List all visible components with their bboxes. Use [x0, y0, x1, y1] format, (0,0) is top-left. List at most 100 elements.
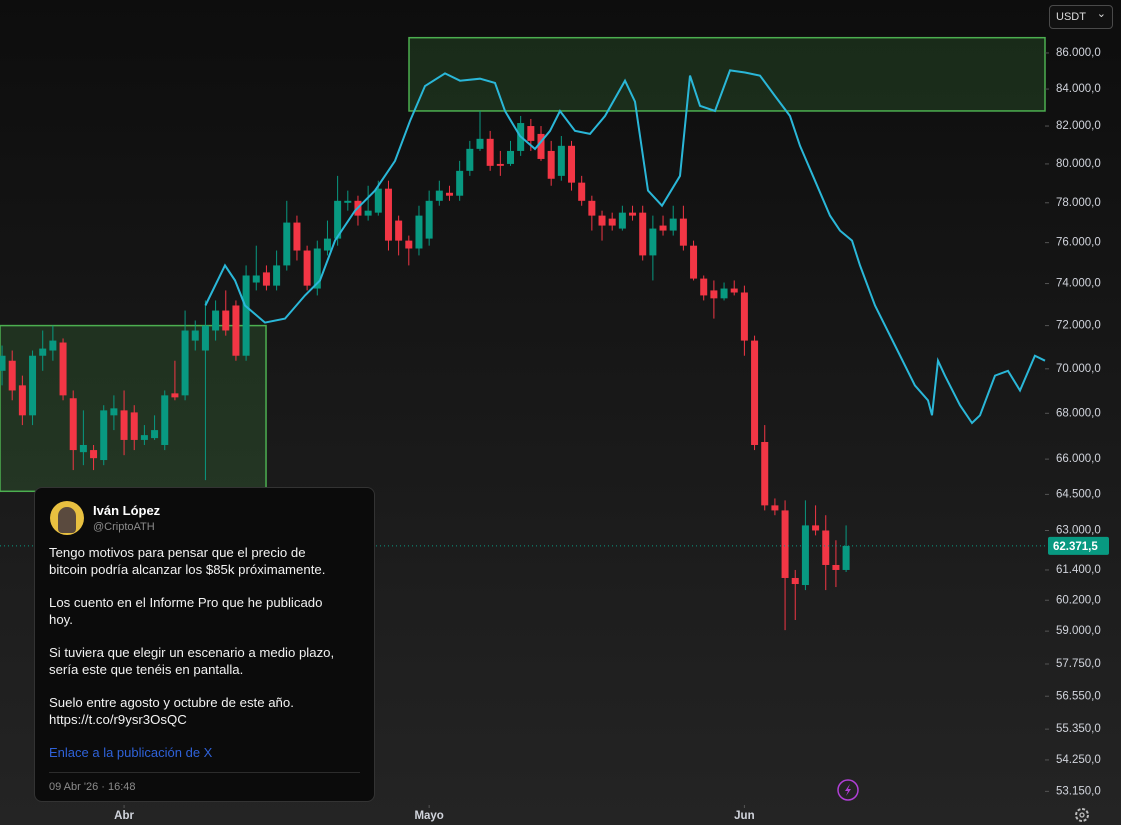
candle-body — [496, 163, 504, 166]
candle-body — [740, 292, 748, 341]
post-link[interactable]: Enlace a la publicación de X — [49, 745, 213, 760]
candle-body — [364, 210, 372, 216]
candle-body — [557, 145, 565, 176]
candle-body — [578, 182, 586, 201]
last-price-box — [1048, 536, 1109, 555]
y-tick-label: 74.000,0 — [1056, 278, 1101, 290]
candle-body — [69, 398, 77, 451]
candle-body — [659, 225, 667, 231]
y-tick-label: 78.000,0 — [1056, 197, 1101, 209]
text-line: Si tuviera que elegir un escenario a med… — [49, 645, 335, 660]
candle-body — [445, 192, 453, 196]
paragraph: Tengo motivos para pensar que el precio … — [49, 544, 369, 578]
y-tick-label: 76.000,0 — [1056, 237, 1101, 249]
candle-body — [273, 265, 281, 286]
y-tick-label: 82.000,0 — [1056, 120, 1101, 132]
candle-body — [608, 218, 616, 226]
candle-body — [344, 200, 352, 203]
divider — [49, 772, 360, 773]
y-tick-label: 56.550,0 — [1056, 690, 1101, 702]
handle: @CriptoATH — [93, 521, 155, 533]
candle-body — [130, 412, 138, 440]
candle-body — [0, 355, 6, 371]
y-tick-label: 66.000,0 — [1056, 453, 1101, 465]
candle-body — [435, 190, 443, 201]
candle-body — [547, 150, 555, 179]
candle-body — [90, 450, 98, 459]
candle-body — [629, 212, 637, 216]
candle-body — [751, 340, 759, 445]
candle-body — [29, 355, 37, 416]
y-tick-label: 59.000,0 — [1056, 625, 1101, 637]
candle-body — [425, 200, 433, 239]
candle-body — [669, 218, 677, 231]
candle-body — [59, 342, 67, 396]
candle-body — [639, 212, 647, 256]
candle-body — [679, 218, 687, 246]
candle-body — [181, 330, 189, 396]
candle-body — [262, 272, 270, 286]
candle-body — [781, 510, 789, 578]
candle-body — [252, 275, 260, 283]
paragraph: Si tuviera que elegir un escenario a med… — [49, 644, 369, 678]
y-tick-label: 64.500,0 — [1056, 488, 1101, 500]
y-tick-label: 53.150,0 — [1056, 785, 1101, 797]
text-line: bitcoin podría alcanzar los $85k próxima… — [49, 562, 326, 577]
candle-body — [791, 577, 799, 585]
candle-body — [456, 170, 464, 196]
candle-body — [201, 325, 209, 351]
candle-body — [395, 220, 403, 241]
candle-body — [8, 360, 16, 391]
candle-body — [18, 385, 26, 416]
icon-bolt — [845, 784, 851, 796]
text-line: Suelo entre agosto y octubre de este año… — [49, 695, 294, 710]
candle-body — [842, 545, 850, 570]
y-tick-label: 86.000,0 — [1056, 47, 1101, 59]
candle-body — [232, 305, 240, 356]
x-tick-label: Mayo — [414, 810, 443, 822]
candle-body — [690, 245, 698, 279]
candle-body — [832, 564, 840, 570]
candle-body — [161, 395, 169, 445]
candle-body — [242, 275, 250, 356]
lightning-icon[interactable] — [837, 779, 859, 801]
candle-body — [476, 138, 484, 149]
candle-body — [374, 188, 382, 213]
y-tick-label: 68.000,0 — [1056, 407, 1101, 419]
candle-body — [100, 410, 108, 461]
candle-body — [191, 330, 199, 341]
y-tick-label: 72.000,0 — [1056, 320, 1101, 332]
candle-body — [507, 150, 515, 164]
candle-body — [537, 133, 545, 159]
candle-body — [79, 444, 87, 453]
settings-icon[interactable] — [1075, 808, 1089, 822]
candle-body — [812, 525, 820, 531]
candle-body — [293, 222, 301, 251]
author: Iván López — [93, 503, 161, 518]
y-tick-label: 61.400,0 — [1056, 564, 1101, 576]
x-tick-label: Jun — [734, 810, 754, 822]
candle-body — [405, 240, 413, 249]
y-tick-label: 80.000,0 — [1056, 158, 1101, 170]
text-line: Los cuento en el Informe Pro que he publ… — [49, 595, 323, 610]
paragraph: Los cuento en el Informe Pro que he publ… — [49, 594, 369, 628]
candle-body — [222, 310, 230, 331]
post-date: 09 Abr '26 · 16:48 — [49, 781, 136, 793]
gear-hub — [1079, 812, 1085, 818]
candle-body — [49, 340, 57, 351]
indicator-line — [204, 69, 1046, 425]
y-tick-label: 55.350,0 — [1056, 723, 1101, 735]
currency-select[interactable]: USDT — [1049, 3, 1113, 29]
candle-body — [120, 410, 128, 440]
candle-body — [334, 200, 342, 239]
candle-body — [140, 435, 148, 440]
candle-body — [618, 212, 626, 229]
y-tick-label: 63.000,0 — [1056, 525, 1101, 537]
candle-body — [283, 222, 291, 266]
y-tick-label: 54.250,0 — [1056, 754, 1101, 766]
y-tick-label: 70.000,0 — [1056, 363, 1101, 375]
zone — [408, 36, 1046, 112]
post-card: Iván López @CriptoATH Tengo motivos para… — [34, 487, 375, 802]
avatar — [50, 501, 84, 535]
